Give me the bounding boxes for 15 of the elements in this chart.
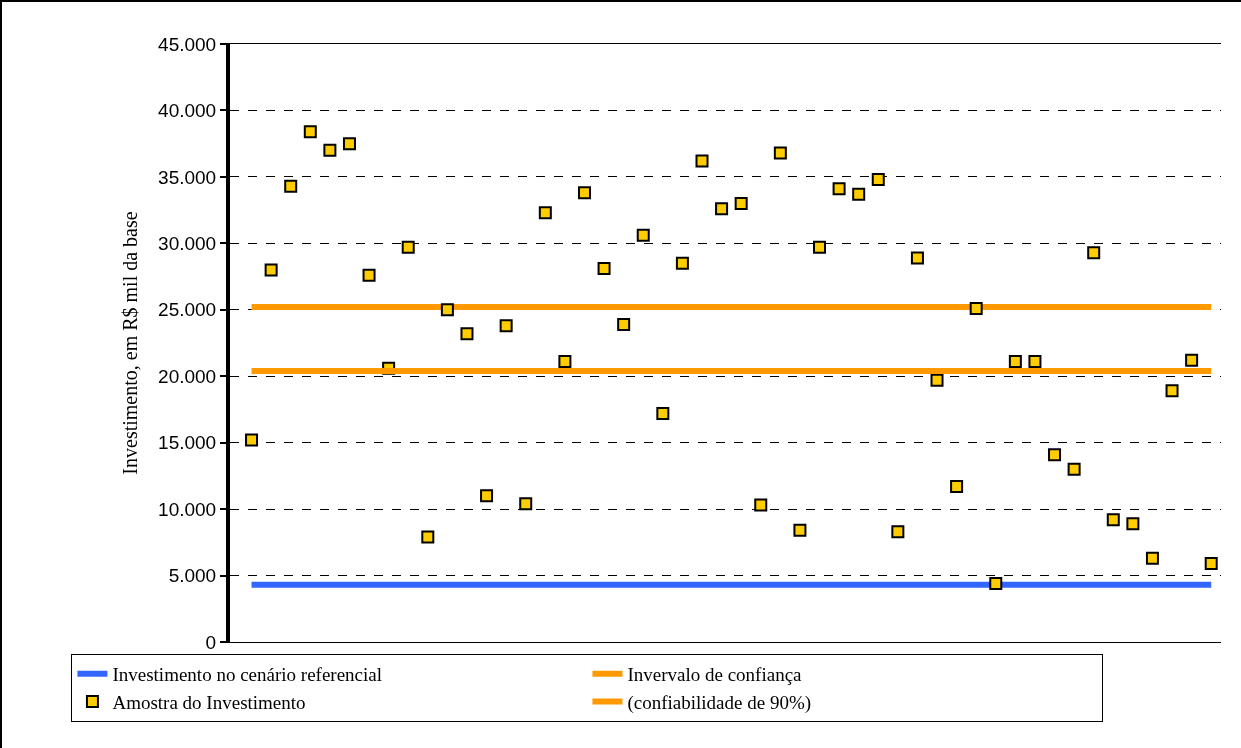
y-tick-label: 5.000 bbox=[168, 565, 217, 587]
legend-label: (confiabilidade de 90%) bbox=[627, 691, 812, 714]
y-tick-label: 15.000 bbox=[158, 432, 217, 454]
y-axis-title: Investimento, em R$ mil da base bbox=[119, 211, 142, 475]
y-tick-label: 0 bbox=[205, 631, 217, 653]
legend-label: Investimento no cenário referencial bbox=[112, 664, 382, 686]
y-tick-label: 45.000 bbox=[158, 33, 217, 55]
legend-label: Invervalo de confiança bbox=[627, 664, 803, 686]
y-tick-label: 25.000 bbox=[158, 299, 217, 321]
legend-label: Amostra do Investimento bbox=[112, 691, 306, 713]
y-tick-label: 30.000 bbox=[158, 232, 217, 254]
y-tick-label: 35.000 bbox=[158, 166, 217, 188]
y-tick-label: 20.000 bbox=[158, 365, 217, 387]
y-tick-label: 40.000 bbox=[158, 100, 217, 122]
y-tick-label: 10.000 bbox=[158, 498, 217, 520]
